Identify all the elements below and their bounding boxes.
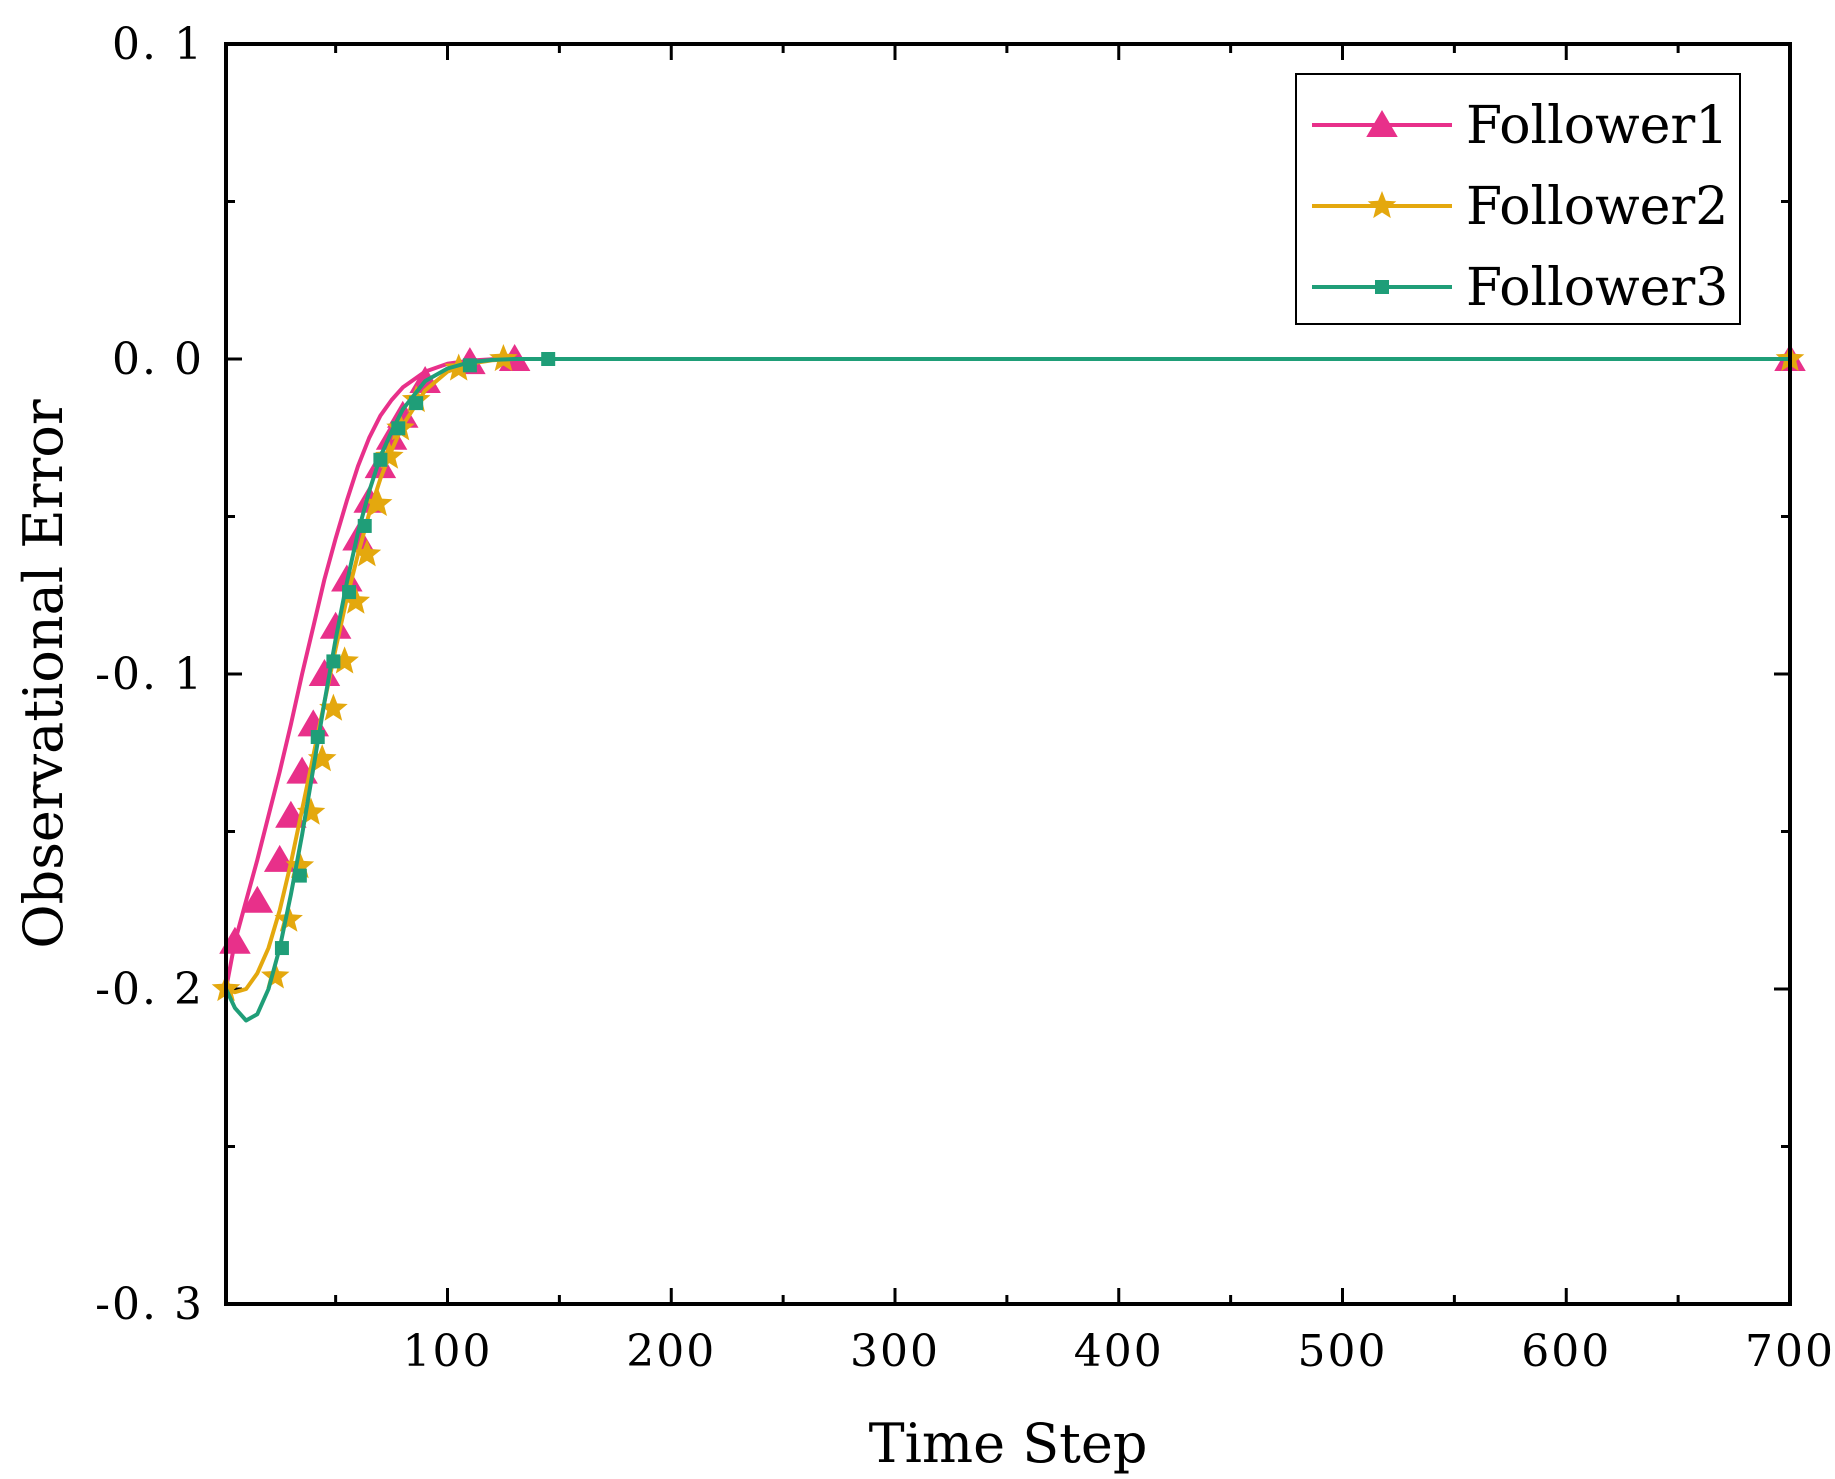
x-tick-label: 500 [1298, 1326, 1388, 1377]
data-point [241, 885, 274, 913]
legend: Follower1 Follower2 Follower3 [1295, 73, 1741, 325]
data-point [319, 611, 352, 639]
y-tick-label: -0. 1 [95, 649, 204, 700]
data-point [342, 585, 357, 600]
data-point [319, 693, 348, 721]
data-point [341, 586, 370, 614]
x-tick-label: 100 [403, 1326, 493, 1377]
data-point [285, 851, 315, 879]
legend-marker [1366, 110, 1398, 137]
plot-frame [224, 42, 1792, 1306]
series-line [224, 357, 1790, 1023]
data-point [391, 421, 406, 436]
data-point [310, 730, 325, 744]
data-point [326, 654, 341, 669]
data-point [274, 941, 289, 956]
x-tick-label: 700 [1745, 1326, 1835, 1377]
series-follower1 [219, 344, 1806, 990]
legend-box [1295, 73, 1741, 325]
data-point [409, 396, 424, 411]
x-tick-label: 600 [1521, 1326, 1611, 1377]
series-line [224, 357, 1790, 990]
y-axis-title: Observational Error [12, 399, 75, 948]
x-tick-label: 200 [626, 1326, 716, 1377]
data-point [274, 904, 303, 932]
series-line [225, 357, 1790, 995]
data-point [363, 488, 393, 516]
data-point [292, 868, 307, 883]
data-point [352, 539, 382, 567]
legend-marker [1367, 191, 1397, 219]
x-tick-label: 400 [1074, 1326, 1164, 1377]
y-tick-label: -0. 2 [95, 964, 204, 1015]
data-point [330, 646, 359, 674]
x-axis-title: Time Step [869, 1412, 1148, 1475]
y-tick-label: -0. 3 [95, 1279, 204, 1330]
legend-item: Follower1 [1312, 96, 1728, 156]
tick-labels: 100 200 300 400 500 600 700 0. 1 0. 0 -0. 1 -0. 2 -… [95, 19, 1835, 1377]
data-point [263, 844, 296, 872]
series-layer [211, 344, 1806, 1023]
y-tick-label: 0. 1 [112, 19, 204, 70]
data-point [462, 358, 477, 373]
legend-label: Follower1 [1466, 96, 1728, 156]
data-point [307, 744, 337, 772]
data-point [541, 352, 556, 366]
y-tick-label: 0. 0 [112, 334, 204, 385]
x-tick-label: 300 [850, 1326, 940, 1377]
series-follower2 [211, 344, 1805, 1002]
legend-marker [1375, 280, 1389, 294]
legend-label: Follower2 [1466, 177, 1728, 237]
data-point [357, 518, 372, 533]
legend-item: Follower3 [1312, 258, 1728, 318]
legend-label: Follower3 [1466, 258, 1728, 318]
data-point [375, 441, 404, 469]
data-point [219, 926, 251, 954]
data-point [261, 961, 290, 989]
legend-item: Follower2 [1312, 177, 1728, 237]
data-point [308, 659, 341, 686]
data-point [373, 452, 388, 467]
data-point [296, 797, 326, 825]
series-follower3 [224, 352, 1790, 1023]
